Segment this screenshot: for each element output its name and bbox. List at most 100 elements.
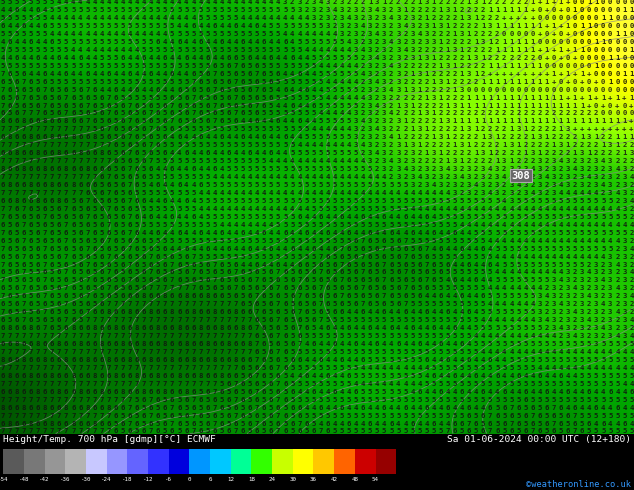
Text: 0: 0 <box>566 39 570 45</box>
Text: 4: 4 <box>340 325 344 331</box>
Text: 4: 4 <box>163 31 167 37</box>
Text: 5: 5 <box>311 23 316 29</box>
Text: 4: 4 <box>290 119 294 124</box>
Text: 2: 2 <box>389 71 393 77</box>
Text: 4: 4 <box>552 222 556 228</box>
Text: 6: 6 <box>474 373 478 379</box>
Text: 8: 8 <box>226 341 231 347</box>
Text: 5: 5 <box>439 413 443 418</box>
Text: 5: 5 <box>50 79 54 85</box>
Text: 5: 5 <box>311 349 316 355</box>
Text: 6: 6 <box>57 405 61 411</box>
Text: 6: 6 <box>453 373 457 379</box>
Text: 3: 3 <box>580 301 584 307</box>
Text: 5: 5 <box>538 325 542 331</box>
Text: 5: 5 <box>424 428 429 435</box>
Text: 5: 5 <box>509 262 514 268</box>
Text: 4: 4 <box>149 198 153 204</box>
Text: 3: 3 <box>622 254 626 260</box>
Text: 4: 4 <box>198 23 203 29</box>
Text: 6: 6 <box>8 277 12 283</box>
Text: 5: 5 <box>311 325 316 331</box>
Text: 4: 4 <box>601 182 605 188</box>
Text: 8: 8 <box>177 325 181 331</box>
Text: 5: 5 <box>516 245 521 252</box>
Text: 1: 1 <box>431 134 436 140</box>
Text: 4: 4 <box>622 222 626 228</box>
Text: 1: 1 <box>446 47 450 53</box>
Text: 4: 4 <box>340 110 344 117</box>
Text: 5: 5 <box>495 420 500 426</box>
Text: 7: 7 <box>276 301 280 307</box>
Text: 1: 1 <box>559 95 563 100</box>
Bar <box>24 449 44 474</box>
Text: -36: -36 <box>60 477 70 482</box>
Text: 6: 6 <box>318 262 323 268</box>
Text: 4: 4 <box>347 214 351 220</box>
Text: 2: 2 <box>453 23 457 29</box>
Text: 6: 6 <box>149 277 153 283</box>
Text: 5: 5 <box>226 389 231 395</box>
Text: 5: 5 <box>262 333 266 339</box>
Text: 6: 6 <box>262 357 266 363</box>
Text: 2: 2 <box>403 126 408 132</box>
Text: 4: 4 <box>460 357 464 363</box>
Text: 4: 4 <box>233 134 238 140</box>
Text: 6: 6 <box>347 294 351 299</box>
Text: 7: 7 <box>50 428 54 435</box>
Text: 4: 4 <box>127 15 132 21</box>
Text: 2: 2 <box>587 301 592 307</box>
Text: 5: 5 <box>92 254 96 260</box>
Text: 5: 5 <box>481 301 485 307</box>
Text: 6: 6 <box>107 102 111 108</box>
Text: 0: 0 <box>615 79 619 85</box>
Text: 2: 2 <box>587 333 592 339</box>
Text: 6: 6 <box>149 405 153 411</box>
Text: 2: 2 <box>495 0 500 5</box>
Text: 6: 6 <box>233 341 238 347</box>
Text: 4: 4 <box>262 150 266 156</box>
Text: 2: 2 <box>417 23 422 29</box>
Text: 4: 4 <box>318 0 323 5</box>
Text: 5: 5 <box>531 245 534 252</box>
Text: 5: 5 <box>134 7 139 13</box>
Text: 6: 6 <box>50 245 54 252</box>
Text: 6: 6 <box>283 301 287 307</box>
Text: 7: 7 <box>149 317 153 323</box>
Text: 6: 6 <box>417 341 422 347</box>
Text: 4: 4 <box>71 0 75 5</box>
Text: 8: 8 <box>78 150 82 156</box>
Text: 6: 6 <box>318 357 323 363</box>
Text: 6: 6 <box>283 230 287 236</box>
Text: 6: 6 <box>417 294 422 299</box>
Text: 7: 7 <box>64 126 68 132</box>
Text: 1: 1 <box>630 134 633 140</box>
Text: 2: 2 <box>587 309 592 315</box>
Text: 5: 5 <box>552 245 556 252</box>
Text: 5: 5 <box>615 428 619 435</box>
Text: 2: 2 <box>594 110 598 117</box>
Text: 7: 7 <box>36 365 40 371</box>
Text: 5: 5 <box>417 285 422 292</box>
Text: 5: 5 <box>212 254 217 260</box>
Text: 4: 4 <box>368 190 372 196</box>
Text: 5: 5 <box>297 39 302 45</box>
Text: 4: 4 <box>439 373 443 379</box>
Text: 2: 2 <box>545 126 549 132</box>
Text: 5: 5 <box>191 7 195 13</box>
Text: 6: 6 <box>241 381 245 387</box>
Text: 4: 4 <box>516 389 521 395</box>
Text: 6: 6 <box>573 405 577 411</box>
Text: 5: 5 <box>375 357 379 363</box>
Text: 7: 7 <box>552 420 556 426</box>
Text: 7: 7 <box>50 190 54 196</box>
Text: 5: 5 <box>354 277 358 283</box>
Text: 0: 0 <box>594 55 598 61</box>
Text: 3: 3 <box>382 47 386 53</box>
Text: 5: 5 <box>566 357 570 363</box>
Text: 1: 1 <box>495 63 500 69</box>
Text: 5: 5 <box>149 47 153 53</box>
Text: 1: 1 <box>615 55 619 61</box>
Text: 6: 6 <box>120 102 125 108</box>
Text: 2: 2 <box>481 63 485 69</box>
